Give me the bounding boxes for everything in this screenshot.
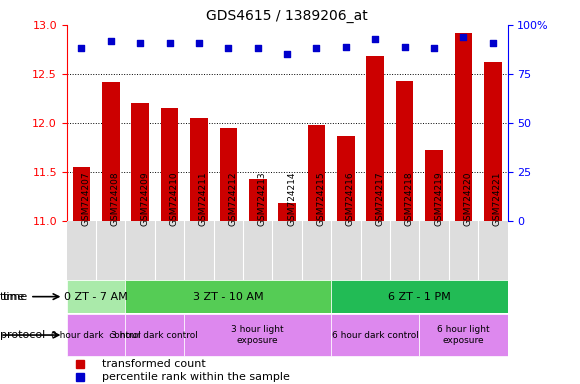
Text: GSM724209: GSM724209	[140, 171, 149, 225]
Point	[194, 40, 204, 46]
Text: percentile rank within the sample: percentile rank within the sample	[102, 372, 290, 382]
Text: GSM724217: GSM724217	[375, 171, 385, 225]
Point	[341, 43, 350, 50]
Point	[488, 40, 498, 46]
Point	[77, 45, 86, 51]
Text: time: time	[0, 291, 26, 302]
Text: GSM724212: GSM724212	[229, 171, 237, 225]
Point	[371, 36, 380, 42]
Text: GSM724213: GSM724213	[258, 171, 267, 225]
Point	[282, 51, 292, 58]
Text: time: time	[3, 291, 28, 302]
Bar	[161, 108, 179, 221]
Bar	[307, 125, 325, 221]
Bar	[131, 103, 149, 221]
Text: GSM724210: GSM724210	[169, 171, 179, 225]
Bar	[102, 82, 119, 221]
Text: GSM724219: GSM724219	[434, 171, 443, 225]
Bar	[249, 179, 267, 221]
Bar	[72, 167, 90, 221]
Point	[165, 40, 174, 46]
Text: protocol: protocol	[0, 330, 45, 340]
Bar	[67, 280, 125, 313]
Bar	[278, 203, 296, 221]
Text: GSM724218: GSM724218	[405, 171, 414, 225]
Text: 3 hour light
exposure: 3 hour light exposure	[231, 325, 284, 345]
Point	[224, 45, 233, 51]
Text: 6 hour light
exposure: 6 hour light exposure	[437, 325, 490, 345]
Point	[106, 38, 115, 44]
Text: GSM724221: GSM724221	[493, 171, 502, 225]
Text: GSM724220: GSM724220	[463, 171, 473, 225]
Bar	[67, 314, 125, 356]
Bar	[425, 150, 443, 221]
Bar	[455, 33, 472, 221]
Text: transformed count: transformed count	[102, 359, 206, 369]
Point	[312, 45, 321, 51]
Point	[459, 34, 468, 40]
Point	[253, 45, 262, 51]
Text: 3 hour dark control: 3 hour dark control	[111, 331, 198, 339]
Text: 6 ZT - 1 PM: 6 ZT - 1 PM	[388, 291, 451, 302]
Title: GDS4615 / 1389206_at: GDS4615 / 1389206_at	[206, 8, 368, 23]
Bar	[184, 314, 331, 356]
Bar	[367, 56, 384, 221]
Text: GSM724216: GSM724216	[346, 171, 355, 225]
Text: GSM724215: GSM724215	[317, 171, 325, 225]
Text: GSM724211: GSM724211	[199, 171, 208, 225]
Text: GSM724207: GSM724207	[81, 171, 90, 225]
Text: 3 ZT - 10 AM: 3 ZT - 10 AM	[193, 291, 264, 302]
Bar	[331, 280, 508, 313]
Text: 0 ZT - 7 AM: 0 ZT - 7 AM	[64, 291, 128, 302]
Bar	[337, 136, 355, 221]
Bar	[125, 280, 331, 313]
Text: GSM724214: GSM724214	[287, 171, 296, 225]
Text: GSM724208: GSM724208	[111, 171, 120, 225]
Point	[429, 45, 438, 51]
Text: 6 hour dark control: 6 hour dark control	[332, 331, 419, 339]
Bar	[331, 314, 419, 356]
Bar	[125, 314, 184, 356]
Point	[400, 43, 409, 50]
Bar	[190, 118, 208, 221]
Bar	[219, 128, 237, 221]
Bar	[484, 62, 502, 221]
Text: 0 hour dark  control: 0 hour dark control	[51, 331, 141, 339]
Bar	[419, 314, 508, 356]
Point	[136, 40, 145, 46]
Bar	[396, 81, 414, 221]
